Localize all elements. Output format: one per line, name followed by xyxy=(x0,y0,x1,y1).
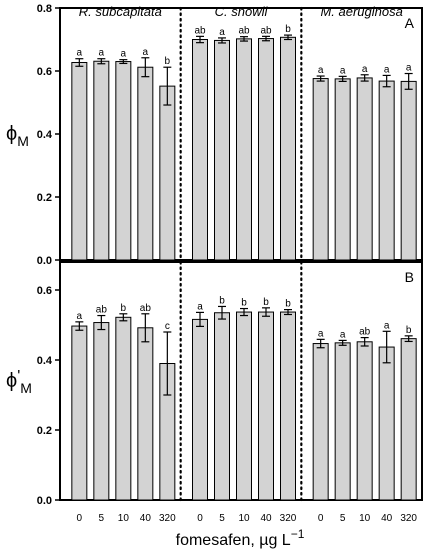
bar xyxy=(312,343,329,501)
bar xyxy=(93,60,110,261)
bar xyxy=(280,311,296,501)
significance-letter: a xyxy=(77,311,83,322)
significance-letter: b xyxy=(219,295,225,306)
significance-letter: b xyxy=(241,298,247,309)
significance-letter: c xyxy=(165,321,170,332)
x-tick-label: 10 xyxy=(359,513,371,524)
significance-letter: ab xyxy=(260,25,272,36)
bar xyxy=(115,61,132,261)
bar xyxy=(280,36,296,261)
panel-A-y-tick-label: 0.0 xyxy=(37,255,52,267)
bar xyxy=(137,66,154,261)
bar xyxy=(356,341,373,501)
x-tick-label: 40 xyxy=(260,513,272,524)
bar xyxy=(71,325,88,501)
bar xyxy=(159,85,176,261)
panel-A-y-tick-label: 0.8 xyxy=(37,3,52,15)
panel-A-y-tick-label: 0.6 xyxy=(37,66,52,78)
panel-B-y-tick-label: 0.4 xyxy=(37,355,53,367)
panel-B-y-tick-label: 0.2 xyxy=(37,425,52,437)
x-tick-label: 320 xyxy=(400,513,417,524)
significance-letter: b xyxy=(165,56,171,67)
x-tick-label: 10 xyxy=(238,513,250,524)
significance-letter: b xyxy=(285,299,291,310)
bar xyxy=(71,61,88,261)
significance-letter: b xyxy=(406,325,412,336)
significance-letter: b xyxy=(285,24,291,35)
significance-letter: a xyxy=(384,320,390,331)
significance-letter: a xyxy=(384,64,390,75)
x-tick-label: 320 xyxy=(280,513,297,524)
significance-letter: a xyxy=(99,48,105,59)
x-tick-label: 320 xyxy=(159,513,176,524)
x-tick-label: 40 xyxy=(140,513,152,524)
panel-A-y-tick-label: 0.2 xyxy=(37,192,52,204)
significance-letter: a xyxy=(77,48,83,59)
bar xyxy=(214,312,230,501)
x-tick-label: 5 xyxy=(340,513,346,524)
panel-B-y-axis-label: ϕ'M xyxy=(6,368,32,396)
bar xyxy=(192,318,208,501)
x-tick-label: 5 xyxy=(219,513,225,524)
bar xyxy=(115,316,132,501)
group-title: R. subcapitata xyxy=(79,4,162,19)
significance-letter: a xyxy=(406,63,412,74)
bar xyxy=(258,311,274,501)
panel-A-y-axis-label: ϕM xyxy=(6,123,29,149)
significance-letter: ab xyxy=(96,305,108,316)
bar xyxy=(378,80,395,261)
panel-label-A: A xyxy=(405,15,415,31)
bar xyxy=(356,77,373,261)
group-title: C. snowii xyxy=(215,4,269,19)
significance-letter: ab xyxy=(140,303,152,314)
significance-letter: ab xyxy=(194,25,206,36)
bar xyxy=(137,327,154,501)
panel-label-B: B xyxy=(405,269,414,285)
group-title: M. aeruginosa xyxy=(320,4,402,19)
bar xyxy=(236,311,252,501)
bar xyxy=(214,39,230,261)
significance-letter: a xyxy=(121,49,127,60)
bar xyxy=(192,39,208,261)
significance-letter: b xyxy=(263,297,269,308)
significance-letter: ab xyxy=(359,327,371,338)
x-tick-label: 0 xyxy=(77,513,83,524)
bar xyxy=(312,78,329,261)
significance-letter: a xyxy=(318,328,324,339)
significance-letter: a xyxy=(143,47,149,58)
significance-letter: a xyxy=(219,27,225,38)
bar xyxy=(334,78,351,261)
x-tick-label: 0 xyxy=(197,513,203,524)
significance-letter: a xyxy=(340,65,346,76)
panel-A-y-tick-label: 0.4 xyxy=(37,129,53,141)
x-tick-label: 0 xyxy=(318,513,324,524)
bar xyxy=(93,322,110,501)
x-tick-label: 40 xyxy=(381,513,393,524)
significance-letter: a xyxy=(362,64,368,75)
x-axis-label: fomesafen, µg L−1 xyxy=(176,527,305,549)
x-tick-label: 5 xyxy=(99,513,105,524)
bar xyxy=(258,38,274,261)
significance-letter: a xyxy=(318,65,324,76)
bar xyxy=(400,80,417,261)
panel-B-y-tick-label: 0.0 xyxy=(37,495,52,507)
significance-letter: ab xyxy=(238,26,250,37)
significance-letter: b xyxy=(121,303,127,314)
significance-letter: a xyxy=(197,301,203,312)
bar xyxy=(400,338,417,501)
bar xyxy=(378,346,395,501)
panel-B-y-tick-label: 0.6 xyxy=(37,285,52,297)
bar xyxy=(236,38,252,261)
x-tick-label: 10 xyxy=(118,513,130,524)
significance-letter: a xyxy=(340,329,346,340)
bar xyxy=(334,342,351,501)
